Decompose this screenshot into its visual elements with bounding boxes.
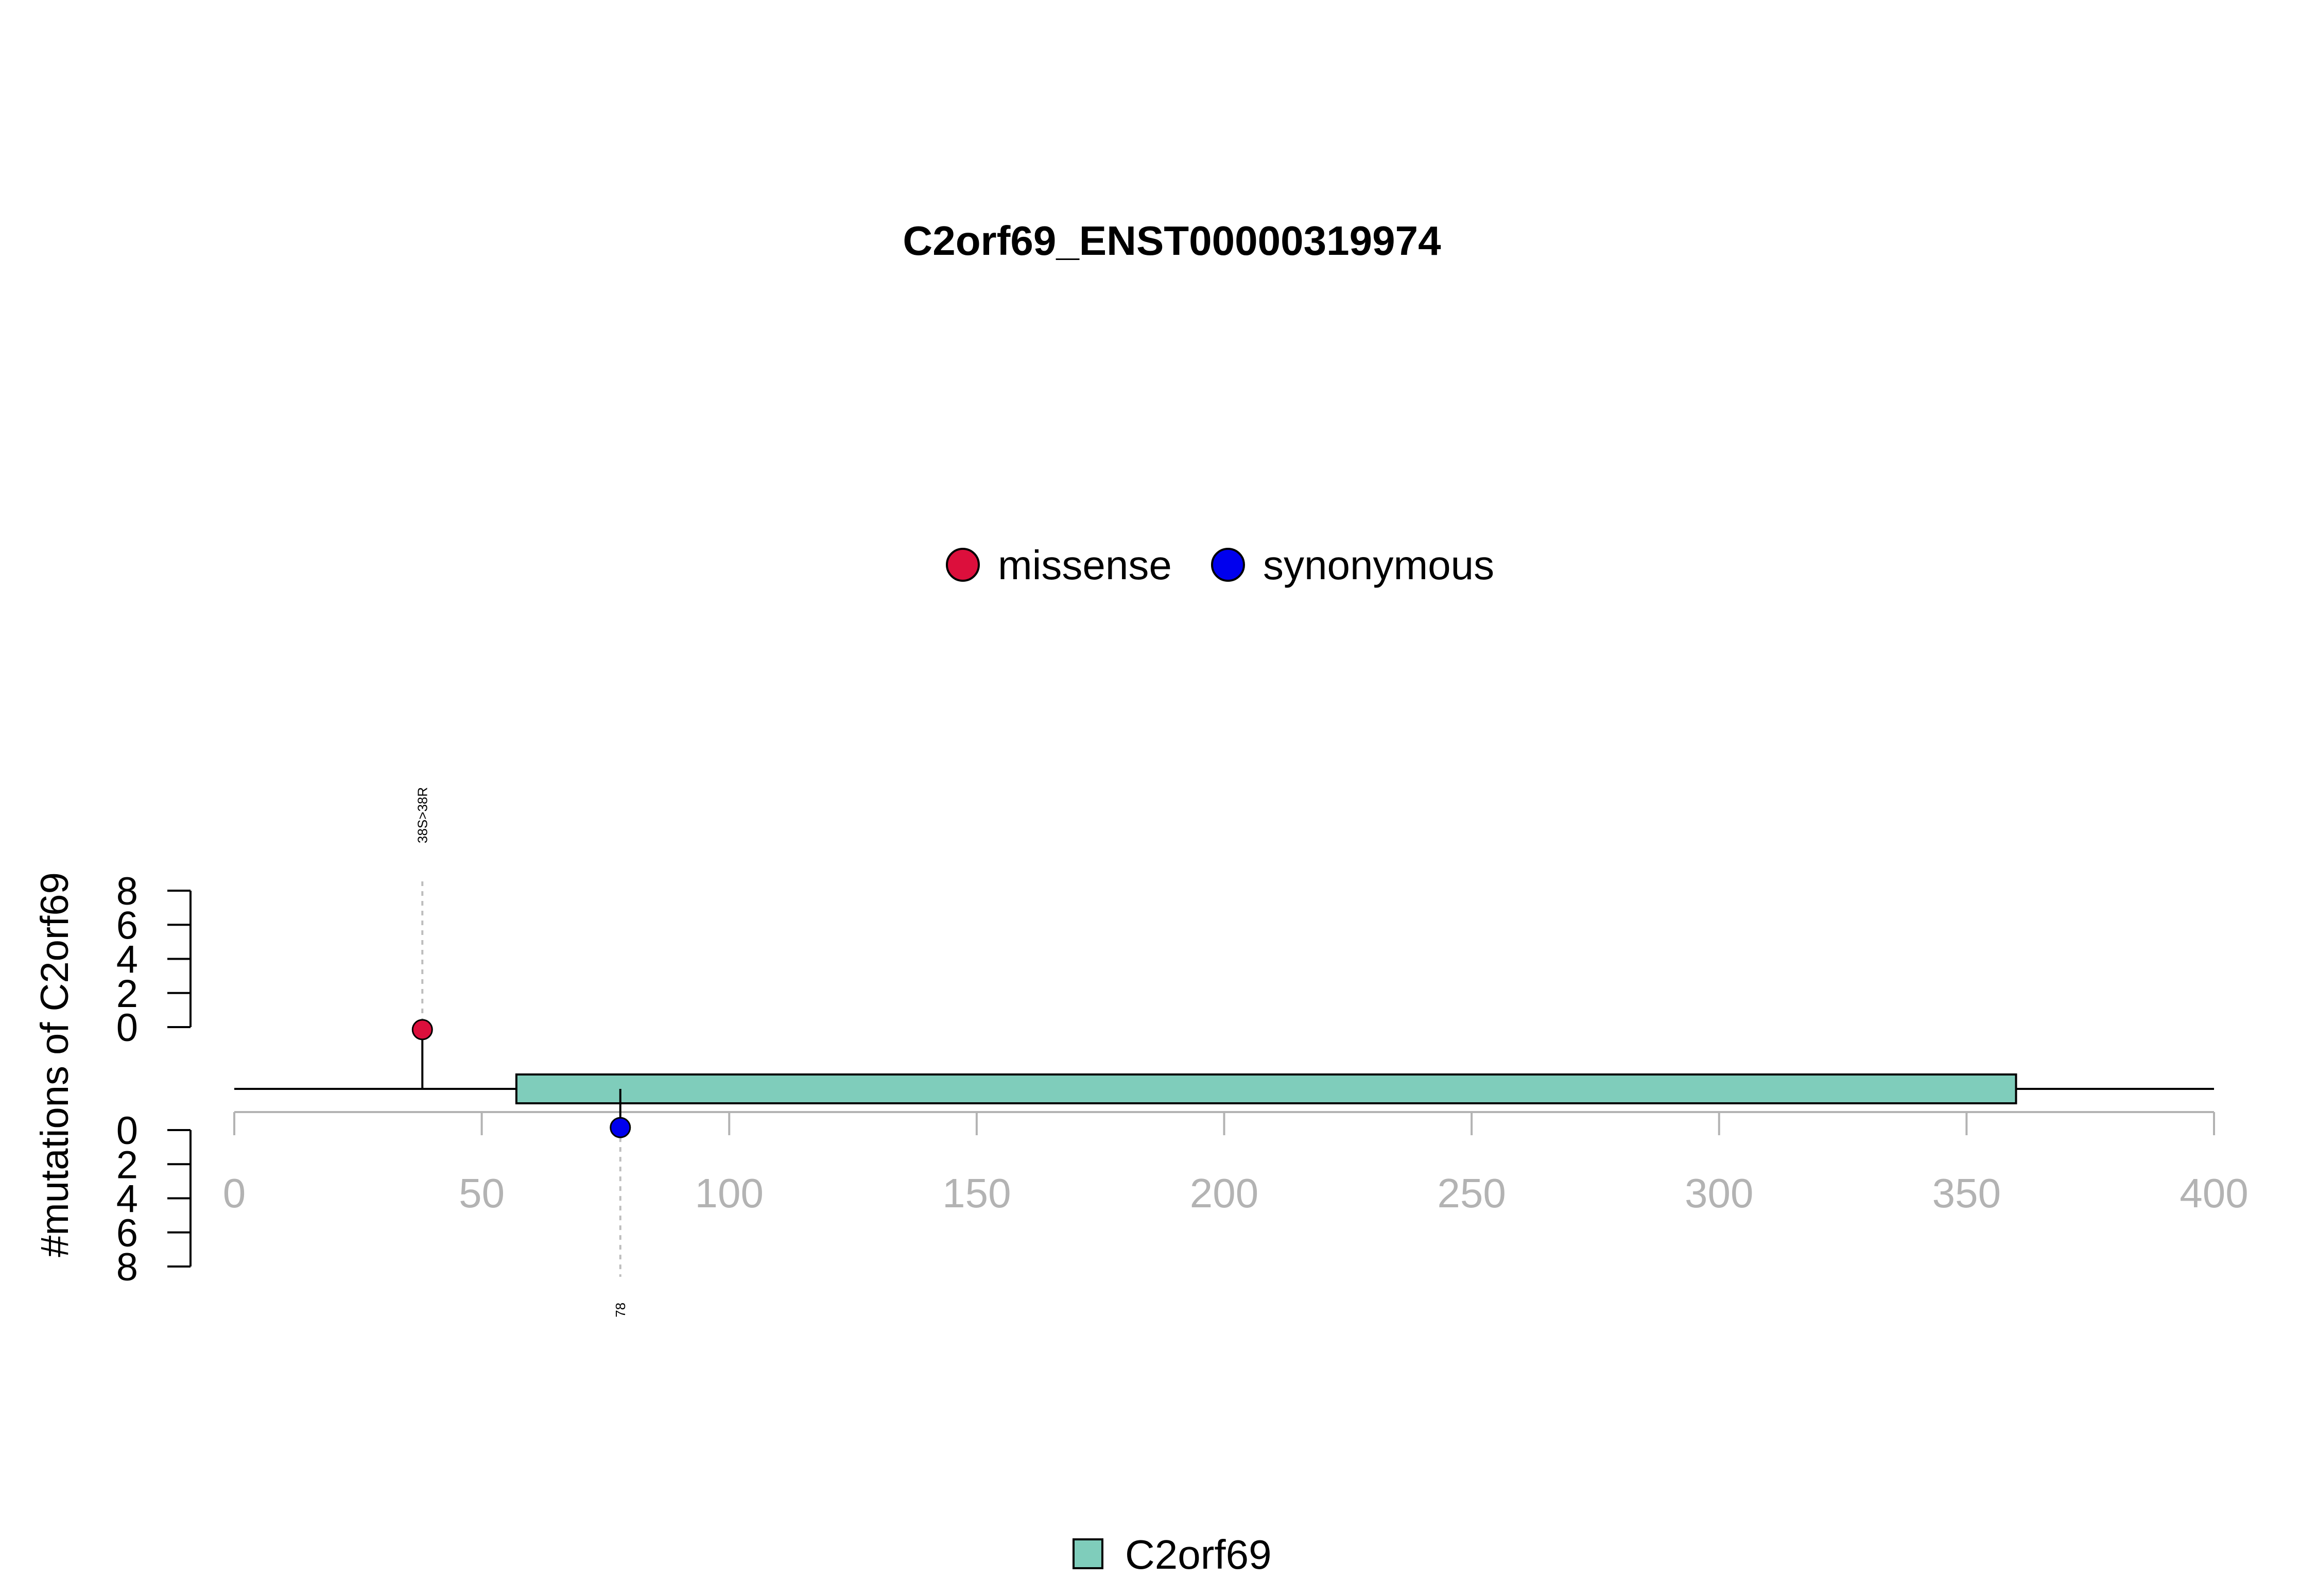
domain-legend-swatch bbox=[1073, 1538, 1103, 1569]
x-tick-label: 50 bbox=[459, 1170, 505, 1216]
legend-marker-missense bbox=[946, 548, 980, 582]
x-axis: 0 50 100 150 200 250 300 350 400 bbox=[223, 1111, 2249, 1216]
y-upper-tick-label: 2 bbox=[116, 972, 138, 1016]
legend-marker-synonymous bbox=[1211, 548, 1245, 582]
x-tick-label: 400 bbox=[2180, 1170, 2248, 1216]
x-tick-label: 250 bbox=[1437, 1170, 1506, 1216]
mutation-point-synonymous bbox=[610, 1117, 631, 1138]
mutation-label: 38S>38R bbox=[414, 787, 430, 843]
protein-backbone bbox=[234, 1073, 2214, 1104]
y-upper-tick-label: 6 bbox=[116, 904, 138, 947]
y-upper-tick-label: 8 bbox=[116, 870, 138, 913]
domain-legend: C2orf69 bbox=[1073, 1532, 1272, 1577]
mutations-layer: 38S>38R 78 bbox=[411, 787, 631, 1317]
y-lower-tick-label: 0 bbox=[116, 1109, 138, 1153]
x-tick-label: 0 bbox=[223, 1170, 246, 1216]
y-upper-tick-label: 4 bbox=[116, 938, 138, 982]
y-lower-tick-label: 6 bbox=[116, 1211, 138, 1255]
chart-title: C2orf69_ENST00000319974 bbox=[903, 218, 1441, 264]
y-lower-tick-label: 8 bbox=[116, 1245, 138, 1289]
mutation-type-legend: missense synonymous bbox=[946, 542, 1494, 588]
x-tick-label: 100 bbox=[695, 1170, 764, 1216]
y-upper-tick-label: 0 bbox=[116, 1006, 138, 1050]
domain-legend-label: C2orf69 bbox=[1125, 1532, 1272, 1577]
mutation-point-missense bbox=[411, 1019, 433, 1040]
x-tick-label: 350 bbox=[1932, 1170, 2001, 1216]
x-tick-label: 150 bbox=[942, 1170, 1011, 1216]
y-lower-tick-label: 4 bbox=[116, 1177, 138, 1221]
mutation-label: 78 bbox=[613, 1303, 628, 1317]
x-tick-label: 300 bbox=[1685, 1170, 1753, 1216]
domain-C2orf69 bbox=[515, 1073, 2017, 1104]
y-lower-tick-label: 2 bbox=[116, 1143, 138, 1187]
x-tick-label: 200 bbox=[1190, 1170, 1258, 1216]
y-axis-label: #mutations of C2orf69 bbox=[33, 872, 77, 1257]
legend-label-synonymous: synonymous bbox=[1263, 542, 1494, 588]
legend-label-missense: missense bbox=[998, 542, 1172, 588]
